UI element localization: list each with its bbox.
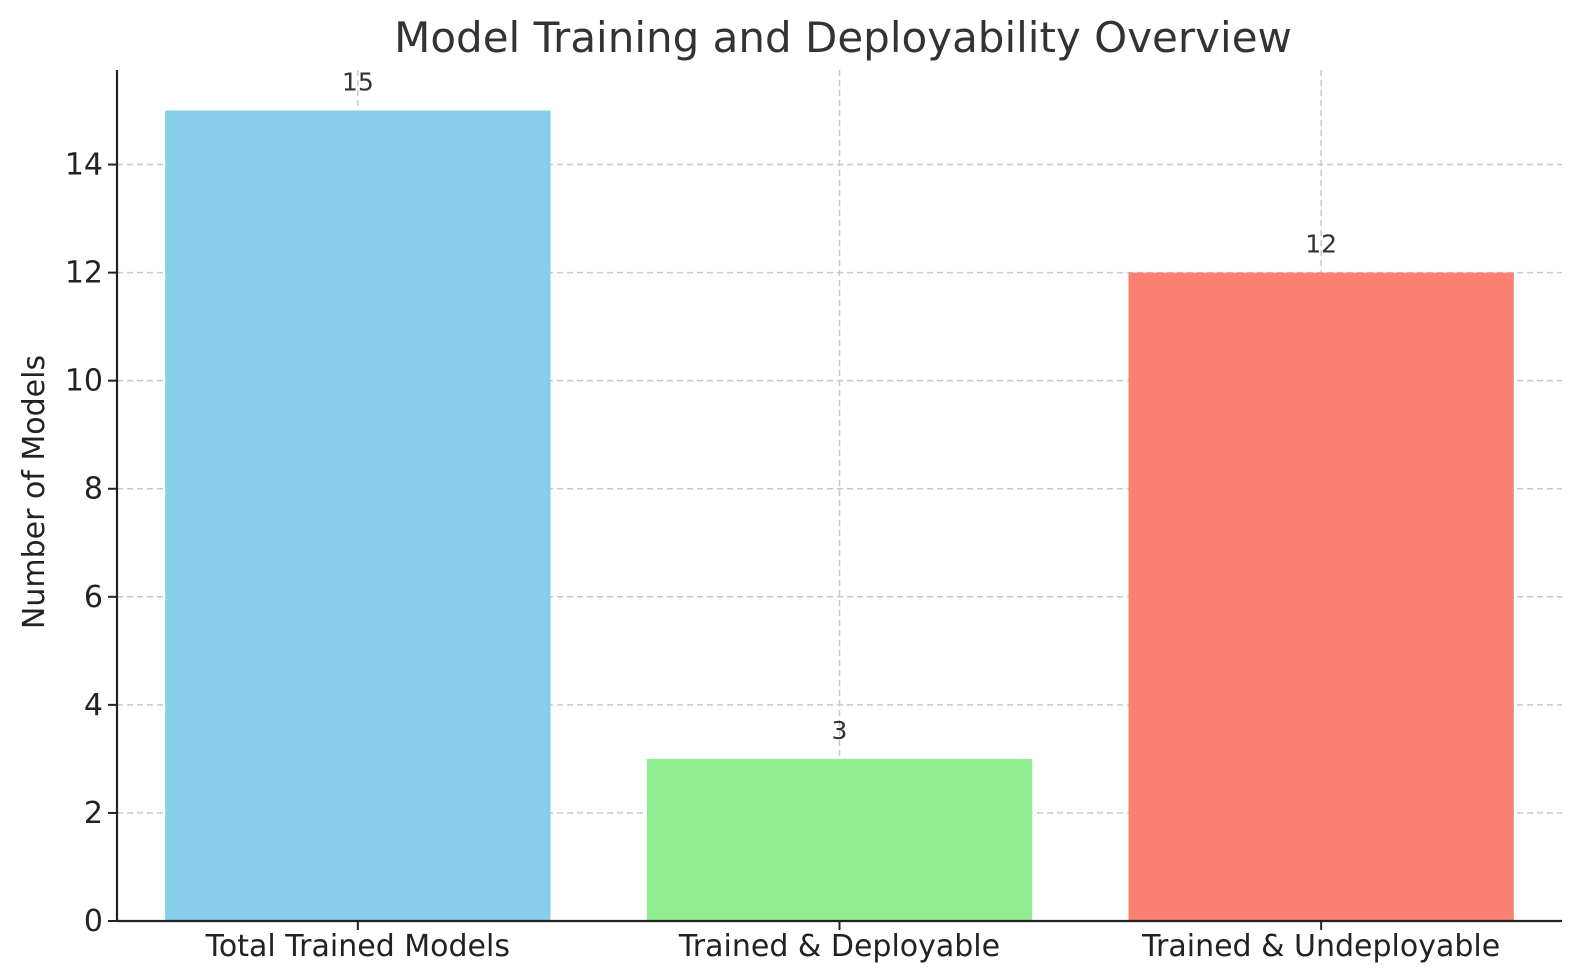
bars-layer [165,110,1514,922]
y-tick-label: 12 [65,256,103,291]
y-axis-label: Number of Models [17,355,52,629]
x-tick-label: Total Trained Models [205,929,510,964]
labels-layer: 0 2 4 6 8 10 12 14 15 Total Trained Models 3 Traine… [65,68,1500,964]
data-label: 15 [342,68,374,97]
data-label: 3 [832,716,848,745]
y-tick-label: 8 [84,472,103,507]
y-tick-label: 4 [84,688,103,723]
y-tick-label: 14 [65,148,103,183]
y-tick-label: 0 [84,904,103,939]
data-label: 12 [1305,230,1337,259]
bar [646,758,1033,921]
axes-layer [108,70,1562,930]
x-tick-label: Trained & Undeployable [1141,929,1500,964]
x-tick-label: Trained & Deployable [678,929,1000,964]
chart-title: Model Training and Deployability Overvie… [394,13,1292,62]
y-tick-label: 10 [65,364,103,399]
bar [1128,272,1514,922]
bar [165,110,551,922]
y-tick-label: 6 [84,580,103,615]
y-tick-label: 2 [84,796,103,831]
